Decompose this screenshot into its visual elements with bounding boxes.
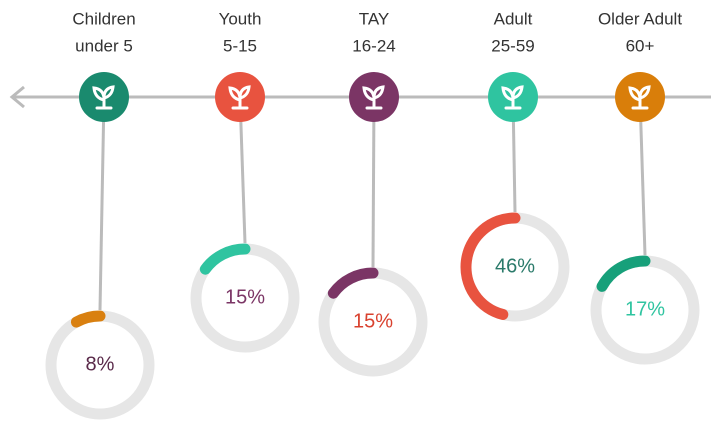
group-name: TAY — [359, 9, 390, 28]
donut-arc — [460, 212, 521, 320]
group-range: 5-15 — [223, 36, 257, 55]
icon — [628, 85, 651, 110]
value-label: 46% — [495, 255, 535, 277]
donut-arc — [596, 255, 651, 292]
group-range: 25-59 — [491, 36, 534, 55]
donut-arc — [327, 267, 379, 299]
icon — [362, 85, 385, 110]
donut-arc — [199, 243, 251, 275]
value-label: 15% — [353, 310, 393, 332]
timeline-arrow — [9, 85, 25, 109]
group-name: Adult — [494, 9, 533, 28]
group-range: under 5 — [75, 36, 133, 55]
icon — [228, 85, 251, 110]
group-name: Youth — [219, 9, 262, 28]
icon — [501, 85, 524, 110]
connector — [638, 96, 647, 256]
group-name: Older Adult — [598, 9, 682, 28]
value-label: 15% — [225, 286, 265, 308]
donut-arc — [70, 310, 106, 328]
connector — [371, 96, 376, 268]
group-name: Children — [72, 9, 135, 28]
group-range: 16-24 — [352, 36, 395, 55]
value-label: 17% — [625, 298, 665, 320]
icon — [92, 85, 115, 110]
connector — [98, 96, 106, 311]
group-range: 60+ — [626, 36, 655, 55]
value-label: 8% — [86, 353, 115, 375]
